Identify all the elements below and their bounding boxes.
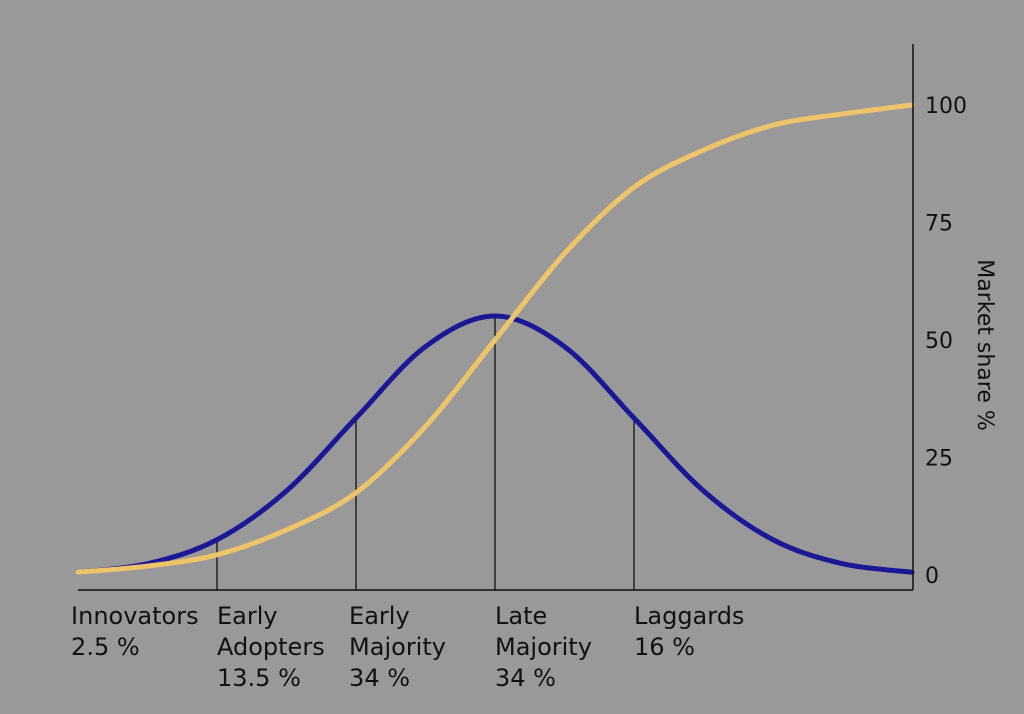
segment-label-line: Late — [495, 602, 547, 630]
y-tick-label: 75 — [925, 212, 953, 237]
axes — [78, 44, 914, 591]
segment-dividers — [216, 316, 635, 590]
segment-label: Innovators 2.5 % — [71, 602, 199, 661]
segment-label: Early Majority 34 % — [349, 602, 446, 692]
y-tick-label: 50 — [925, 329, 953, 354]
segment-label-line: 13.5 % — [217, 664, 301, 692]
segment-label-line: Majority — [349, 633, 446, 661]
cumulative-adoption-curve — [75, 102, 915, 575]
curves — [75, 102, 915, 575]
y-tick-label: 25 — [925, 447, 953, 472]
segment-label: Laggards 16 % — [634, 602, 744, 661]
y-tick-labels: 0 25 50 75 100 — [925, 94, 967, 589]
y-axis-title: Market share % — [972, 259, 997, 431]
segment-label-line: Majority — [495, 633, 592, 661]
segment-label: Early Adopters 13.5 % — [217, 602, 325, 692]
y-tick-label: 100 — [925, 94, 967, 119]
segment-label-line: Early — [217, 602, 278, 630]
segment-label-line: 16 % — [634, 633, 695, 661]
y-tick-label: 0 — [925, 564, 939, 589]
segment-label-line: 34 % — [349, 664, 410, 692]
segment-label-line: Early — [349, 602, 410, 630]
segment-label-line: Innovators — [71, 602, 199, 630]
segment-label-line: 2.5 % — [71, 633, 140, 661]
segment-label-line: Laggards — [634, 602, 744, 630]
segment-label-line: 34 % — [495, 664, 556, 692]
segment-label-line: Adopters — [217, 633, 325, 661]
segment-labels: Innovators 2.5 % Early Adopters 13.5 % Early M… — [71, 602, 744, 692]
segment-label: Late Majority 34 % — [495, 602, 592, 692]
adoption-bell-curve — [75, 313, 915, 575]
